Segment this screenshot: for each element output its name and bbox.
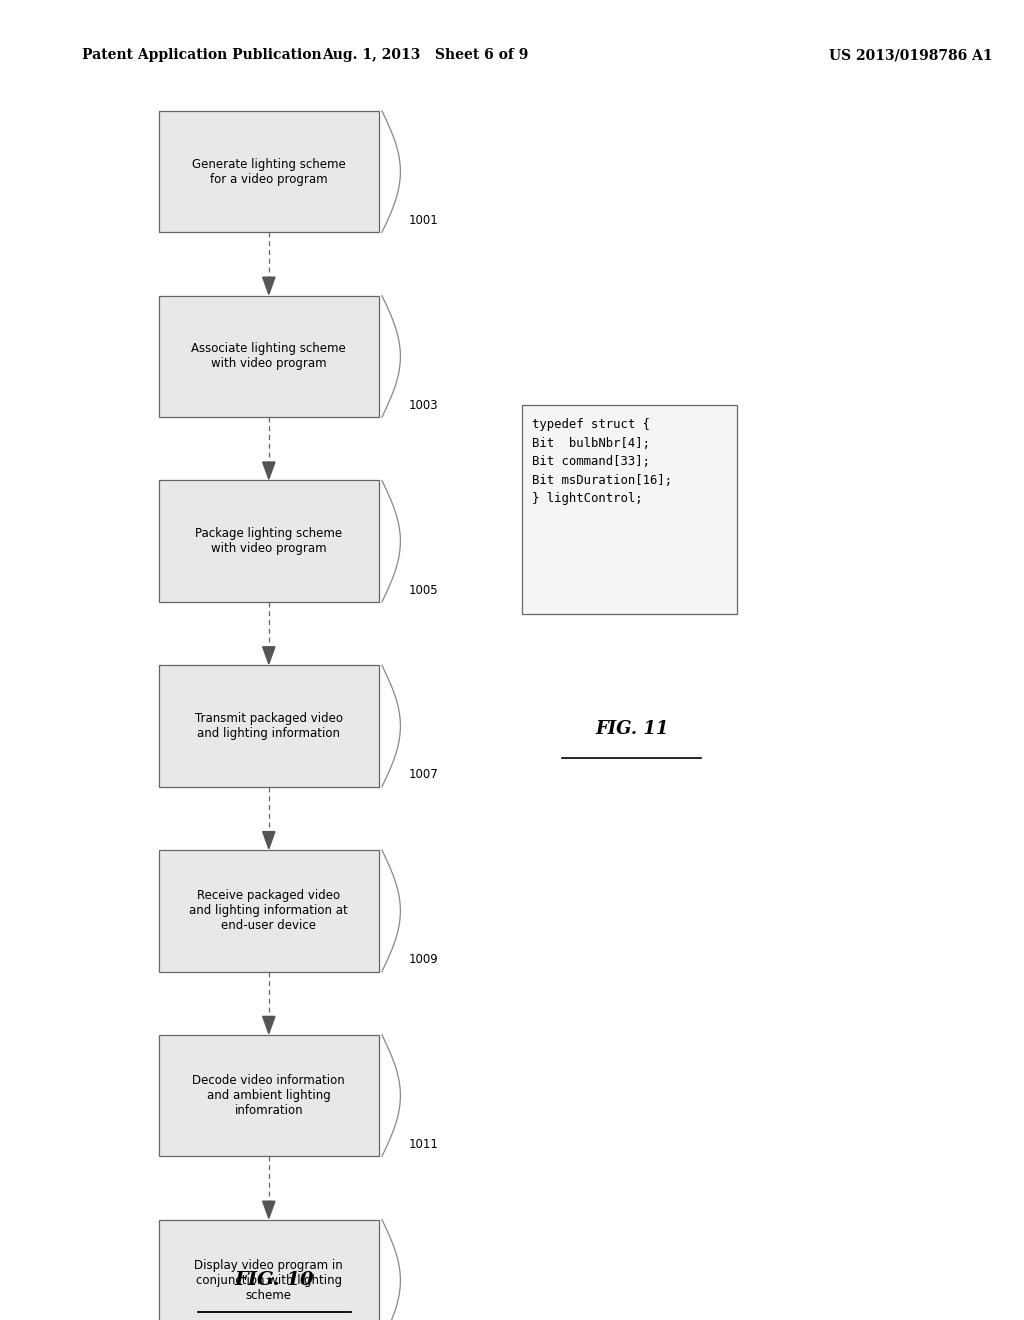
- FancyBboxPatch shape: [159, 1035, 379, 1156]
- Text: Aug. 1, 2013   Sheet 6 of 9: Aug. 1, 2013 Sheet 6 of 9: [322, 49, 528, 62]
- Polygon shape: [262, 1201, 274, 1218]
- Text: Decode video information
and ambient lighting
infomration: Decode video information and ambient lig…: [193, 1074, 345, 1117]
- Text: 1011: 1011: [409, 1138, 438, 1151]
- Text: 1001: 1001: [409, 214, 438, 227]
- Polygon shape: [262, 647, 274, 664]
- Text: US 2013/0198786 A1: US 2013/0198786 A1: [829, 49, 993, 62]
- Text: Patent Application Publication: Patent Application Publication: [82, 49, 322, 62]
- Text: 1009: 1009: [409, 953, 438, 966]
- Text: Display video program in
conjunction with lighting
scheme: Display video program in conjunction wit…: [195, 1259, 343, 1302]
- Text: Package lighting scheme
with video program: Package lighting scheme with video progr…: [196, 527, 342, 556]
- Text: FIG. 10: FIG. 10: [234, 1271, 314, 1290]
- Text: 1007: 1007: [409, 768, 438, 781]
- Polygon shape: [262, 277, 274, 294]
- FancyBboxPatch shape: [159, 1220, 379, 1320]
- FancyBboxPatch shape: [522, 405, 737, 614]
- Text: 1003: 1003: [409, 399, 438, 412]
- Text: Transmit packaged video
and lighting information: Transmit packaged video and lighting inf…: [195, 711, 343, 741]
- FancyBboxPatch shape: [159, 296, 379, 417]
- Text: typedef struct {
Bit  bulbNbr[4];
Bit command[33];
Bit msDuration[16];
} lightCo: typedef struct { Bit bulbNbr[4]; Bit com…: [532, 418, 673, 506]
- Text: Generate lighting scheme
for a video program: Generate lighting scheme for a video pro…: [191, 157, 346, 186]
- Text: Associate lighting scheme
with video program: Associate lighting scheme with video pro…: [191, 342, 346, 371]
- Text: 1005: 1005: [409, 583, 438, 597]
- Polygon shape: [262, 832, 274, 849]
- FancyBboxPatch shape: [159, 111, 379, 232]
- FancyBboxPatch shape: [159, 480, 379, 602]
- FancyBboxPatch shape: [159, 665, 379, 787]
- Text: FIG. 11: FIG. 11: [595, 719, 669, 738]
- Polygon shape: [262, 1016, 274, 1034]
- Text: Receive packaged video
and lighting information at
end-user device: Receive packaged video and lighting info…: [189, 890, 348, 932]
- FancyBboxPatch shape: [159, 850, 379, 972]
- Polygon shape: [262, 462, 274, 479]
